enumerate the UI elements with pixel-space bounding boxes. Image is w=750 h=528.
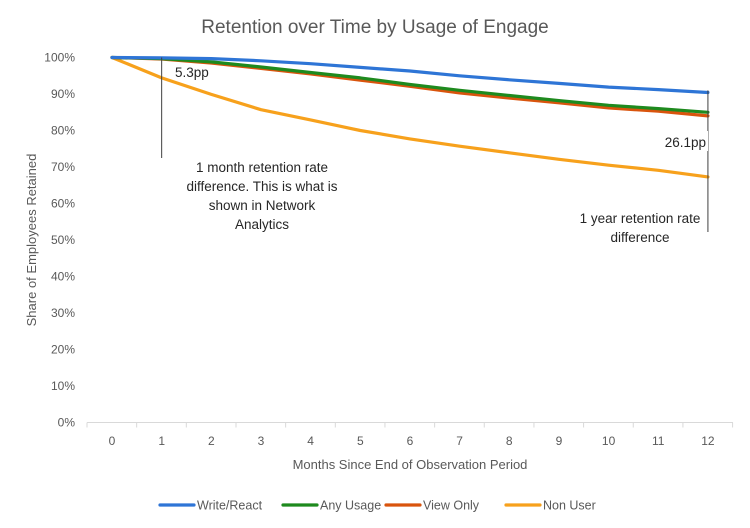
y-tick-label: 70% [51,160,75,174]
x-tick-label: 0 [109,434,116,448]
y-tick-label: 60% [51,197,75,211]
x-tick-label: 9 [556,434,563,448]
month1-annotation-line: 1 month retention rate [196,160,328,175]
y-tick-label: 30% [51,306,75,320]
x-tick-label: 4 [307,434,314,448]
x-tick-label: 1 [158,434,165,448]
y-tick-label: 100% [44,51,75,65]
legend-label: Write/React [197,499,263,513]
x-axis-title: Months Since End of Observation Period [293,457,528,472]
month1-annotation-line: difference. This is what is [186,179,337,194]
x-tick-label: 2 [208,434,215,448]
year1-annotation-line: difference [610,230,669,245]
x-axis: 0 1 2 3 4 5 6 7 8 9 10 11 12 [86,422,734,448]
y-tick-label: 90% [51,87,75,101]
y-axis: 0% 10% 20% 30% 40% 50% 60% 70% 80% 90% 100% [44,51,75,430]
y-axis-title: Share of Employees Retained [24,154,39,327]
y-tick-label: 50% [51,233,75,247]
month1-annotation-line: Analytics [235,217,289,232]
month1-diff-label: 5.3pp [175,65,209,80]
annotations: 5.3pp 1 month retention rate difference. T… [161,57,709,245]
y-tick-label: 10% [51,379,75,393]
y-tick-label: 40% [51,270,75,284]
month1-annotation-line: shown in Network [209,198,316,213]
x-tick-label: 5 [357,434,364,448]
legend-label: Non User [543,499,596,513]
year1-annotation-line: 1 year retention rate [580,211,701,226]
x-tick-label: 11 [652,434,665,448]
y-tick-label: 80% [51,124,75,138]
y-tick-label: 0% [58,416,76,430]
series-line-write-react [110,55,710,95]
x-tick-label: 3 [258,434,265,448]
x-tick-label: 12 [701,434,715,448]
x-tick-label: 7 [456,434,463,448]
series-lines [110,55,710,179]
legend: Write/React Any Usage View Only Non User [158,499,596,513]
legend-label: View Only [423,499,480,513]
year1-label-bg [652,131,708,151]
series-line-non-user [110,55,710,179]
chart-title: Retention over Time by Usage of Engage [201,17,548,38]
y-tick-label: 20% [51,343,75,357]
x-tick-label: 10 [602,434,616,448]
legend-label: Any Usage [320,499,381,513]
series-line-any-usage [110,55,710,114]
year1-diff-label: 26.1pp [665,135,706,150]
x-tick-label: 6 [407,434,414,448]
x-tick-label: 8 [506,434,513,448]
